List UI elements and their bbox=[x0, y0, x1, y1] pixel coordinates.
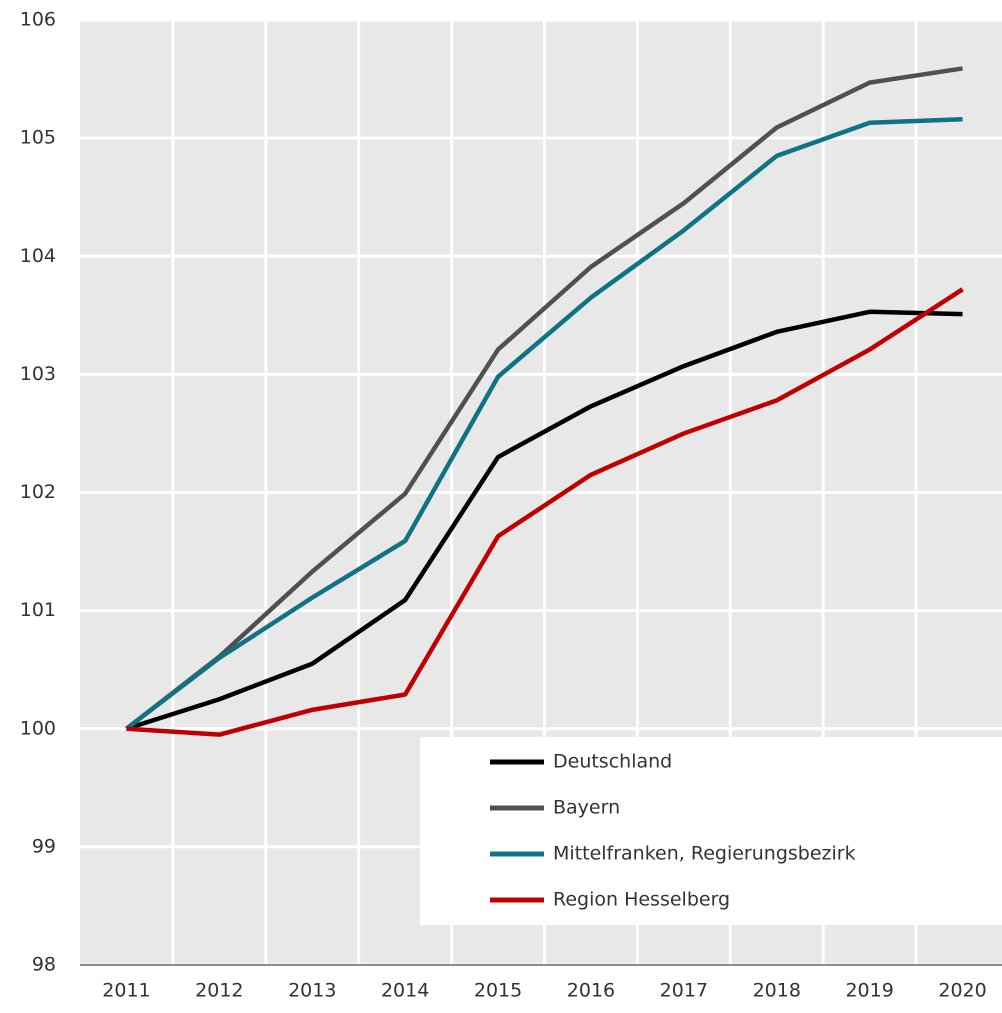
x-tick-label: 2016 bbox=[567, 980, 615, 1002]
y-tick-label: 104 bbox=[20, 245, 56, 267]
legend-label: Region Hesselberg bbox=[553, 889, 730, 911]
y-tick-label: 105 bbox=[20, 127, 56, 149]
x-tick-label: 2015 bbox=[474, 980, 522, 1002]
x-tick-label: 2013 bbox=[288, 980, 336, 1002]
legend-label: Deutschland bbox=[553, 751, 672, 773]
x-tick-label: 2011 bbox=[102, 980, 150, 1002]
y-tick-label: 106 bbox=[20, 9, 56, 31]
series-line bbox=[125, 66, 963, 731]
legend-label: Mittelfranken, Regierungsbezirk bbox=[553, 843, 856, 865]
legend-label: Bayern bbox=[553, 797, 620, 819]
series-line bbox=[126, 287, 964, 737]
y-tick-label: 100 bbox=[20, 717, 56, 739]
x-tick-label: 2014 bbox=[381, 980, 429, 1002]
series-line bbox=[125, 309, 963, 731]
series-line bbox=[125, 116, 963, 731]
x-tick-label: 2012 bbox=[195, 980, 243, 1002]
y-tick-label: 101 bbox=[20, 599, 56, 621]
x-tick-label: 2017 bbox=[660, 980, 708, 1002]
y-tick-label: 99 bbox=[32, 835, 56, 857]
legend-box bbox=[420, 737, 1002, 925]
x-tick-label: 2018 bbox=[753, 980, 801, 1002]
x-tick-label: 2019 bbox=[845, 980, 893, 1002]
x-tick-label: 2020 bbox=[938, 980, 986, 1002]
y-tick-label: 98 bbox=[32, 954, 56, 976]
y-tick-label: 103 bbox=[20, 363, 56, 385]
y-tick-label: 102 bbox=[20, 481, 56, 503]
